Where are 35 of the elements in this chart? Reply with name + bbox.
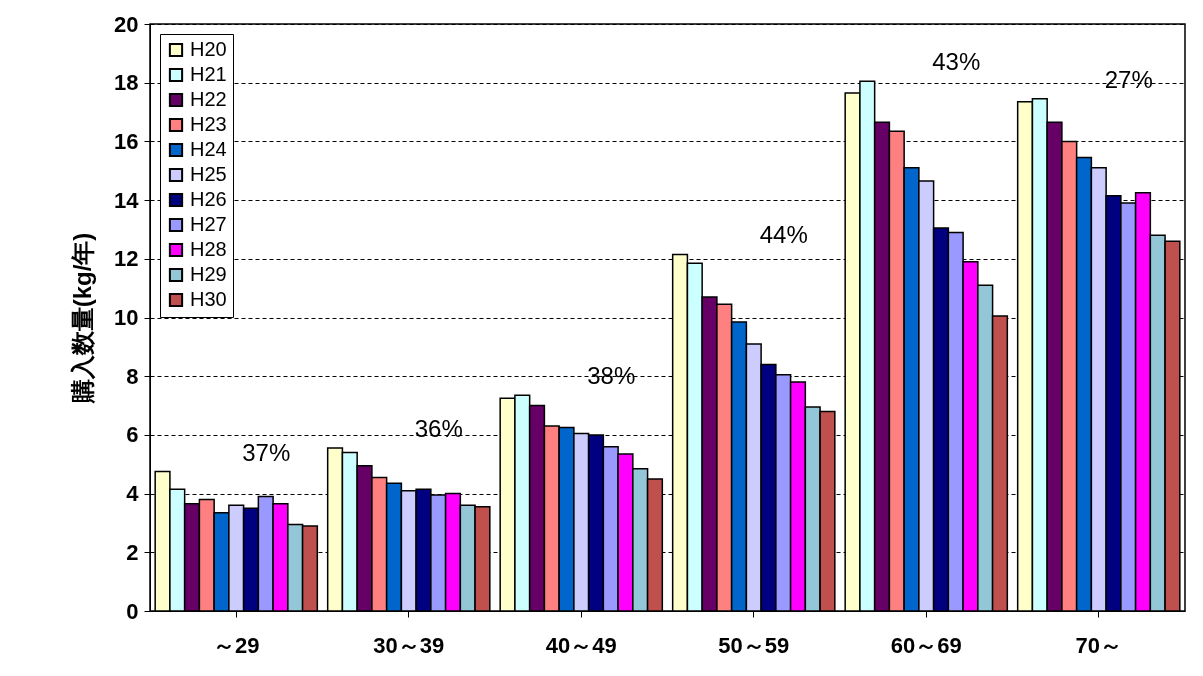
annotation: 38% xyxy=(587,362,636,390)
y-tick-label: 0 xyxy=(126,598,139,624)
x-tick-label: 30～39 xyxy=(373,632,445,658)
y-tick-label: 6 xyxy=(126,422,139,448)
x-tick-label: 60～69 xyxy=(890,632,962,658)
annotation: 43% xyxy=(932,48,981,76)
y-tick-label: 18 xyxy=(114,70,139,96)
y-tick-label: 10 xyxy=(114,305,139,330)
annotation: 36% xyxy=(414,415,463,443)
legend-label: H23 xyxy=(190,113,227,135)
y-tick-label: 2 xyxy=(126,539,139,565)
legend-label: H22 xyxy=(190,88,227,110)
y-tick-label: 20 xyxy=(114,11,139,37)
annotation: 27% xyxy=(1104,65,1153,93)
legend-label: H28 xyxy=(190,238,227,260)
legend-label: H27 xyxy=(190,213,227,235)
legend-label: H25 xyxy=(190,163,227,185)
annotation: 44% xyxy=(759,221,808,249)
annotation: 37% xyxy=(242,438,291,466)
y-tick-label: 16 xyxy=(114,128,139,154)
y-axis-title: 購入数量(kg/年) xyxy=(69,232,97,405)
x-tick-label: ～29 xyxy=(213,632,260,658)
legend-label: H29 xyxy=(190,263,227,285)
legend-label: H21 xyxy=(190,63,227,85)
legend-label: H24 xyxy=(190,138,227,160)
y-tick-label: 14 xyxy=(114,187,140,213)
x-tick-label: 50～59 xyxy=(718,632,790,658)
y-tick-label: 4 xyxy=(126,481,140,507)
x-tick-label: 40～49 xyxy=(545,632,617,658)
legend-label: H20 xyxy=(190,38,227,60)
x-tick-label: 70～ xyxy=(1075,632,1122,658)
legend-label: H26 xyxy=(190,188,227,210)
y-tick-label: 8 xyxy=(126,363,139,389)
y-tick-label: 12 xyxy=(114,246,139,272)
legend-label: H30 xyxy=(190,288,227,310)
